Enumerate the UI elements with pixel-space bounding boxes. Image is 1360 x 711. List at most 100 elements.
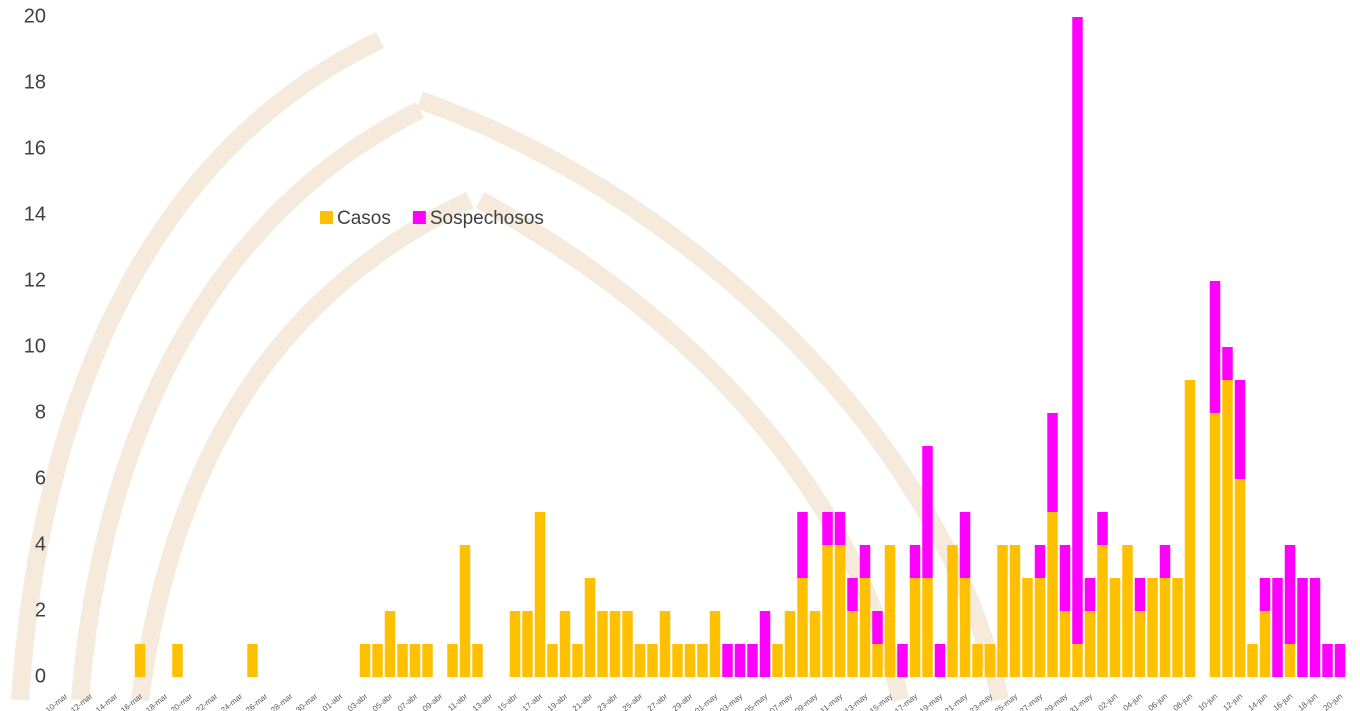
bar-segment bbox=[1284, 545, 1296, 644]
bar-segment bbox=[597, 611, 608, 677]
x-tick-label: 19-may bbox=[918, 692, 944, 711]
x-tick-label: 05-abr bbox=[371, 691, 395, 711]
bar-segment bbox=[759, 611, 771, 677]
x-tick-label: 23-abr bbox=[596, 691, 620, 711]
bar-segment bbox=[1072, 644, 1083, 677]
x-tick-label: 27-abr bbox=[646, 691, 670, 711]
legend-label: Sospechosos bbox=[430, 208, 544, 229]
x-tick-label: 27-may bbox=[1018, 692, 1044, 711]
bar-segment bbox=[1047, 413, 1058, 512]
bar-segment bbox=[659, 611, 671, 677]
x-tick-label: 07-may bbox=[768, 692, 794, 711]
y-tick-label: 14 bbox=[24, 203, 46, 225]
y-tick-label: 20 bbox=[24, 5, 46, 27]
legend-swatch bbox=[412, 211, 426, 224]
bar-segment bbox=[1297, 578, 1308, 677]
y-tick-label: 8 bbox=[35, 401, 46, 423]
bar-segment bbox=[1084, 611, 1096, 677]
x-tick-label: 21-abr bbox=[571, 691, 595, 711]
x-tick-label: 22-mar bbox=[194, 691, 219, 711]
x-tick-label: 10-jun bbox=[1196, 692, 1219, 711]
bar-segment bbox=[1259, 578, 1271, 611]
x-tick-label: 14-mar bbox=[94, 691, 119, 711]
x-tick-label: 01-abr bbox=[321, 691, 345, 711]
bar-segment bbox=[709, 611, 721, 677]
x-tick-label: 18-jun bbox=[1296, 692, 1319, 711]
bar-segment bbox=[247, 644, 258, 677]
bar-segment bbox=[1222, 347, 1233, 380]
bar-segment bbox=[172, 644, 183, 677]
bar-segment bbox=[384, 611, 396, 677]
bar-segment bbox=[784, 611, 796, 677]
x-tick-label: 07-abr bbox=[396, 691, 420, 711]
bar-segment bbox=[1097, 512, 1108, 545]
x-tick-label: 16-jun bbox=[1271, 692, 1294, 711]
x-tick-label: 14-jun bbox=[1246, 692, 1269, 711]
bar-segment bbox=[947, 545, 958, 677]
bar-segment bbox=[1184, 380, 1196, 677]
bar-segment bbox=[672, 644, 683, 677]
x-tick-label: 30-mar bbox=[294, 691, 319, 711]
x-tick-label: 25-abr bbox=[621, 691, 645, 711]
bar-segment bbox=[572, 644, 583, 677]
x-tick-label: 17-abr bbox=[521, 691, 545, 711]
x-tick-label: 29-abr bbox=[671, 691, 695, 711]
bar-segment bbox=[534, 512, 546, 677]
x-tick-label: 03-abr bbox=[346, 691, 370, 711]
bar-segment bbox=[1134, 578, 1146, 611]
x-tick-label: 23-may bbox=[968, 692, 994, 711]
bar-segment bbox=[1322, 644, 1333, 677]
bar-segment bbox=[684, 644, 696, 677]
bar-segment bbox=[922, 446, 933, 578]
x-tick-label: 13-may bbox=[843, 692, 869, 711]
bar-segment bbox=[1234, 380, 1246, 479]
y-tick-label: 10 bbox=[24, 335, 46, 357]
bar-segment bbox=[822, 512, 833, 545]
bar-segment bbox=[772, 644, 783, 677]
bar-segment bbox=[1072, 17, 1083, 644]
bar-segment bbox=[797, 512, 808, 578]
bar-segment bbox=[359, 644, 371, 677]
x-tick-label: 28-mar bbox=[269, 691, 294, 711]
bar-segment bbox=[797, 578, 808, 677]
bar-segment bbox=[734, 644, 746, 677]
bar-segment bbox=[1009, 545, 1021, 677]
bar-segment bbox=[847, 611, 858, 677]
y-tick-label: 0 bbox=[35, 665, 46, 687]
bar-segment bbox=[559, 611, 571, 677]
x-tick-label: 19-abr bbox=[546, 691, 570, 711]
x-tick-label: 15-abr bbox=[496, 691, 520, 711]
bar-segment bbox=[1222, 380, 1233, 677]
bar-segment bbox=[522, 611, 533, 677]
x-tick-label: 02-jun bbox=[1096, 692, 1119, 711]
bar-segment bbox=[959, 578, 971, 677]
y-tick-label: 2 bbox=[35, 599, 46, 621]
bar-segment bbox=[1284, 644, 1296, 677]
bar-segment bbox=[1059, 545, 1071, 611]
bar-segment bbox=[647, 644, 658, 677]
x-tick-label: 05-may bbox=[743, 692, 769, 711]
bar-segment bbox=[897, 644, 908, 677]
bar-segment bbox=[922, 578, 933, 677]
x-tick-label: 09-may bbox=[793, 692, 819, 711]
bar-segment bbox=[1309, 578, 1321, 677]
x-tick-label: 29-may bbox=[1043, 692, 1069, 711]
x-tick-label: 12-jun bbox=[1221, 692, 1244, 711]
bar-segment bbox=[1172, 578, 1183, 677]
x-tick-label: 11-may bbox=[819, 692, 845, 711]
bar-segment bbox=[1047, 512, 1058, 677]
bar-segment bbox=[859, 545, 871, 578]
x-tick-label: 10-mar bbox=[44, 691, 69, 711]
bar-segment bbox=[747, 644, 758, 677]
bar-segment bbox=[834, 512, 846, 545]
bar-segment bbox=[909, 545, 921, 578]
bar-segment bbox=[1059, 611, 1071, 677]
bar-segment bbox=[822, 545, 833, 677]
x-tick-label: 24-mar bbox=[219, 691, 244, 711]
bar-segment bbox=[472, 644, 483, 677]
bar-segment bbox=[697, 644, 708, 677]
x-tick-label: 20-mar bbox=[169, 691, 194, 711]
bar-segment bbox=[609, 611, 621, 677]
